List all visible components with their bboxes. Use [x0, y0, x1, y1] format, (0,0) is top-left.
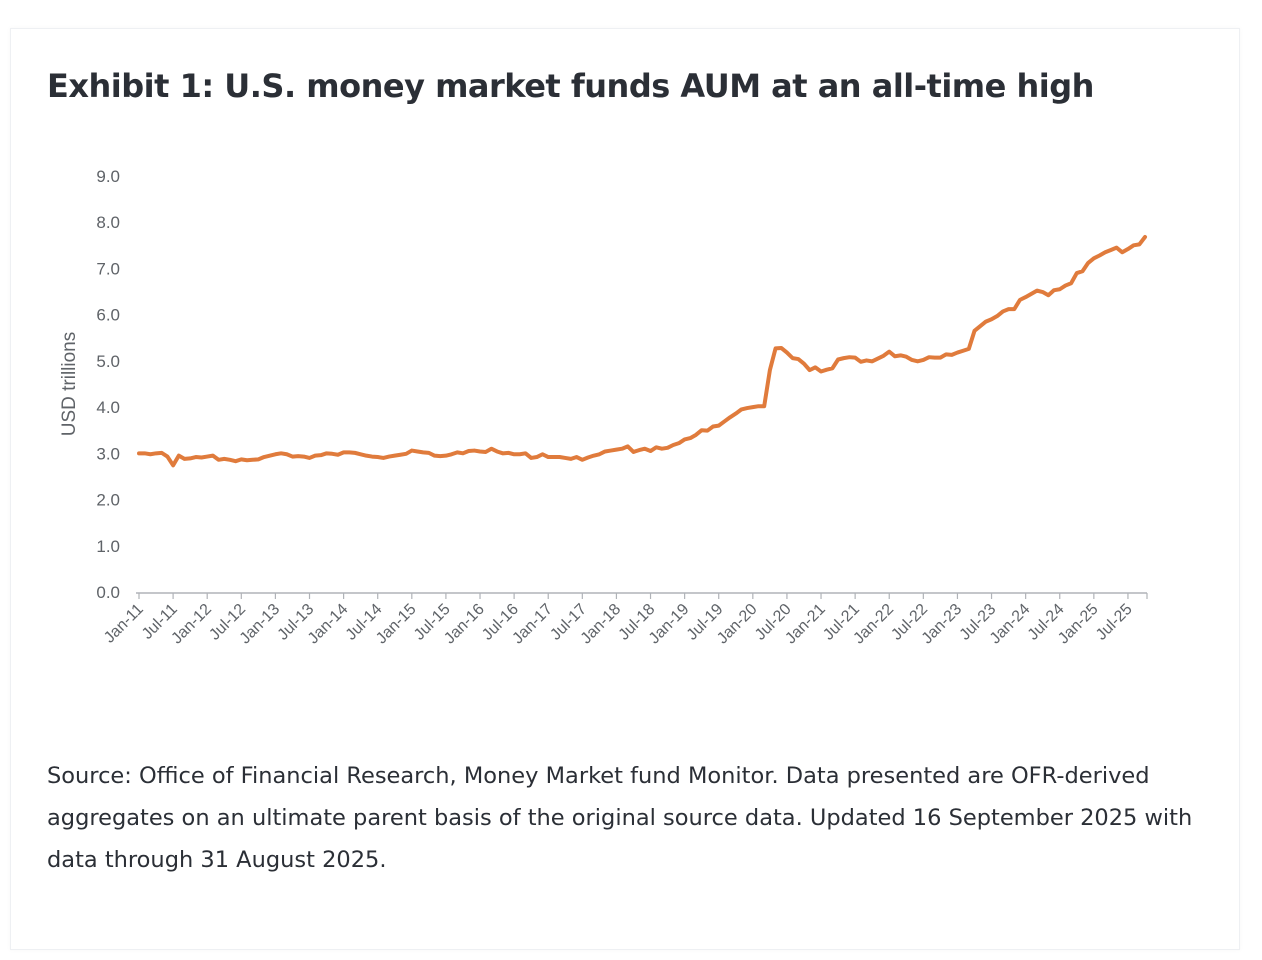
y-tick-label: 7.0: [96, 259, 120, 278]
x-tick-label: Jul-25: [1093, 601, 1136, 644]
source-note: Source: Office of Financial Research, Mo…: [47, 763, 1193, 873]
y-tick-label: 1.0: [96, 537, 120, 556]
y-tick-label: 6.0: [96, 306, 120, 325]
y-tick-label: 0.0: [96, 583, 120, 602]
y-axis-title: USD trillions: [59, 332, 80, 437]
y-tick-label: 4.0: [96, 398, 120, 417]
y-tick-label: 2.0: [96, 491, 120, 510]
x-tick-label: Jan-11: [101, 601, 147, 647]
y-tick-label: 3.0: [96, 444, 120, 463]
y-tick-label: 5.0: [96, 352, 120, 371]
y-tick-label: 9.0: [96, 167, 120, 186]
y-tick-label: 8.0: [96, 213, 120, 232]
chart-card: Exhibit 1: U.S. money market funds AUM a…: [10, 28, 1240, 950]
series-line-mmf-aum: [137, 235, 1147, 468]
chart-title: Exhibit 1: U.S. money market funds AUM a…: [47, 67, 1094, 105]
line-chart: USD trillions 0.0 1.0 2.0 3.0 4.0 5.0 6.0 7.0 8.0…: [59, 167, 1148, 647]
